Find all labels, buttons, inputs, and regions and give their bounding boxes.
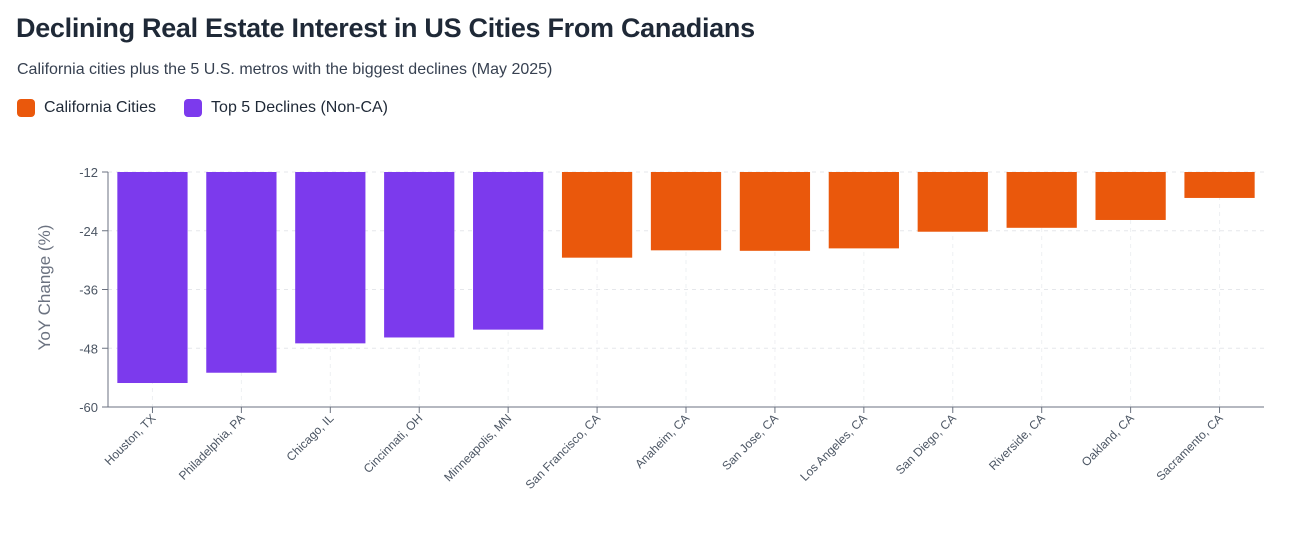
x-tick-label: Riverside, CA [986, 411, 1048, 473]
y-tick-label: -36 [79, 283, 98, 298]
bar [473, 172, 544, 330]
bar [828, 172, 899, 249]
y-tick-label: -24 [79, 224, 98, 239]
bar [739, 172, 811, 251]
bar [295, 172, 366, 344]
bars [117, 172, 1255, 384]
x-tick-label: San Diego, CA [893, 411, 959, 477]
legend-label-california: California Cities [44, 99, 157, 116]
y-tick-label: -60 [79, 400, 98, 415]
x-tick-label: Oakland, CA [1079, 411, 1137, 469]
x-tick-label: Sacramento, CA [1154, 411, 1226, 483]
legend-label-top5: Top 5 Declines (Non-CA) [211, 99, 388, 116]
bar [650, 172, 722, 251]
y-tick-label: -48 [79, 341, 98, 356]
x-tick-label: San Jose, CA [719, 411, 781, 473]
bar [561, 172, 633, 258]
legend-item-top5[interactable]: Top 5 Declines (Non-CA) [184, 99, 388, 117]
x-tick-label: Houston, TX [102, 411, 159, 468]
bar [384, 172, 455, 338]
bar [117, 172, 188, 384]
x-tick-label: Los Angeles, CA [797, 411, 870, 484]
x-tick-labels: Houston, TX Philadelphia, PA Chicago, IL Ci… [102, 411, 1226, 492]
chart-title: Declining Real Estate Interest in US Cit… [16, 13, 755, 43]
y-axis-label: YoY Change (%) [35, 225, 54, 351]
x-tick-label: San Francisco, CA [523, 411, 604, 492]
chart-subtitle: California cities plus the 5 U.S. metros… [17, 61, 553, 78]
x-tick-label: Cincinnati, OH [361, 411, 426, 476]
bar [917, 172, 988, 232]
legend-item-california[interactable]: California Cities [17, 99, 156, 117]
bar [1184, 172, 1255, 198]
axes [102, 171, 1264, 413]
legend: California Cities Top 5 Declines (Non-CA… [17, 99, 416, 117]
x-tick-label: Chicago, IL [284, 411, 337, 464]
bar [1095, 172, 1166, 220]
x-tick-label: Philadelphia, PA [176, 411, 248, 483]
bar [1006, 172, 1077, 228]
legend-swatch-top5 [184, 99, 203, 117]
x-tick-label: Minneapolis, MN [441, 411, 514, 484]
y-tick-labels: -12 -24 -36 -48 -60 [79, 165, 98, 415]
legend-swatch-california [17, 99, 35, 117]
bar [206, 172, 277, 373]
y-tick-label: -12 [79, 165, 98, 180]
x-tick-label: Anaheim, CA [632, 411, 692, 471]
